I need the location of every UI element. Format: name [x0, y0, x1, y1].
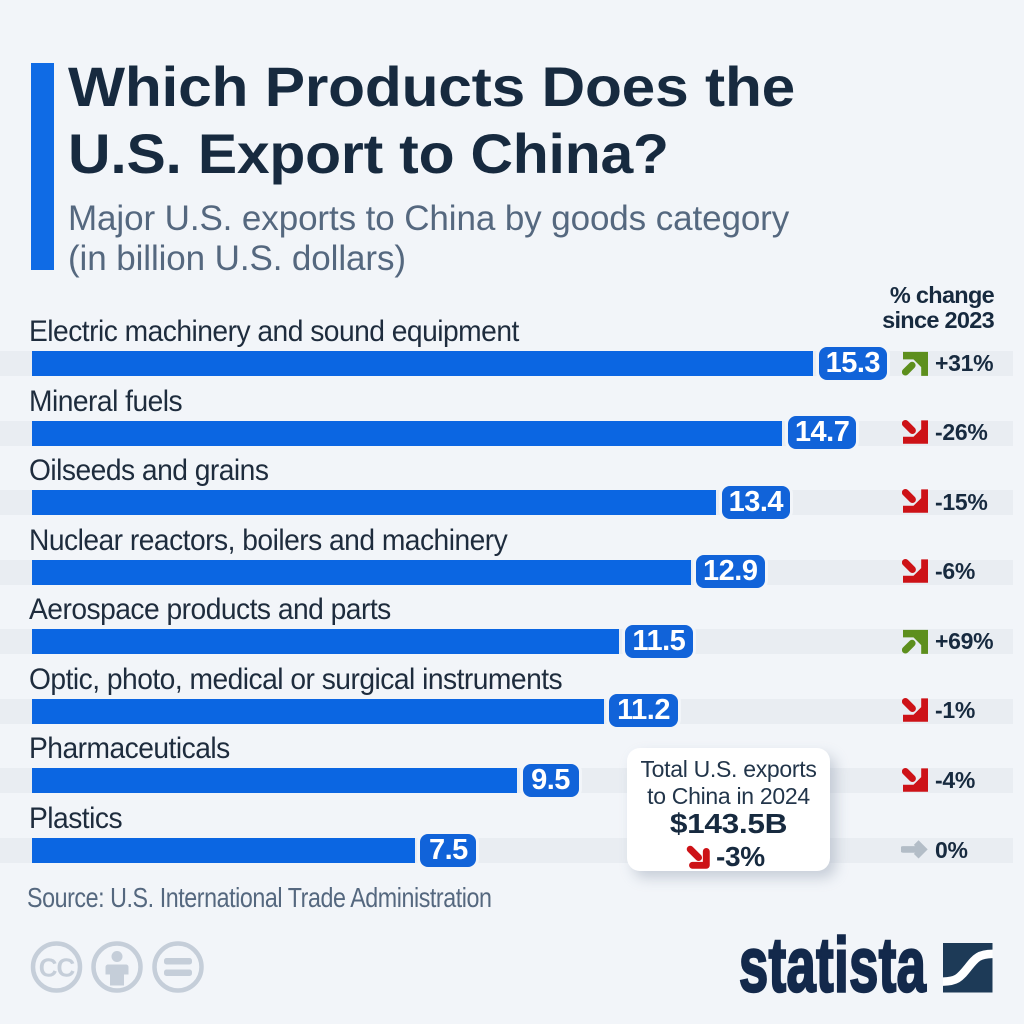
svg-text:CC: CC [39, 953, 76, 983]
